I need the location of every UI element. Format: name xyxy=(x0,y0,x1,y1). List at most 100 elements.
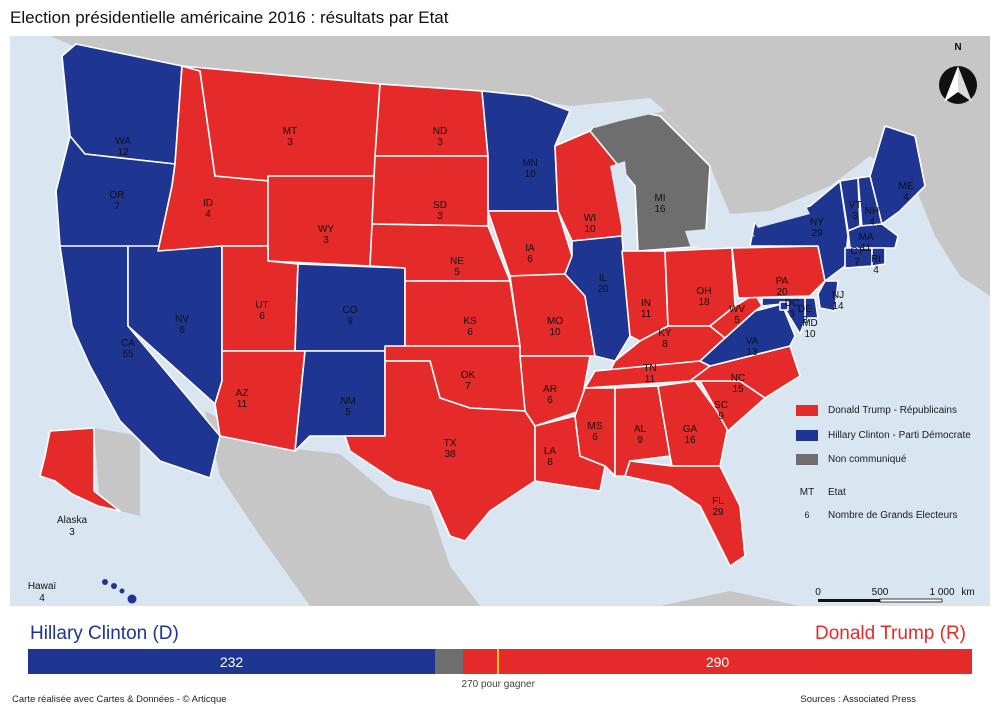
state-NJ[interactable] xyxy=(817,280,839,312)
state-label-AR: AR xyxy=(543,384,557,395)
trump-name: Donald Trump (R) xyxy=(815,623,966,644)
legend-abbr: MT Etat xyxy=(796,485,846,499)
state-label-NE: NE xyxy=(450,256,464,267)
state-TX[interactable] xyxy=(344,360,536,542)
state-votes-NY: 29 xyxy=(811,228,823,239)
state-KS[interactable] xyxy=(404,280,521,347)
state-label-NM: NM xyxy=(340,396,356,407)
state-votes-AL: 9 xyxy=(637,435,643,446)
state-votes-IA: 6 xyxy=(527,254,533,265)
scale-label-500: 500 xyxy=(872,587,889,598)
state-label-ME: ME xyxy=(899,181,914,192)
state-votes-TX: 38 xyxy=(444,449,456,460)
state-votes-NH: 4 xyxy=(869,217,875,228)
credit-right: Sources : Associated Press xyxy=(800,694,916,705)
alaska-votes: 3 xyxy=(69,527,75,538)
state-votes-NE: 5 xyxy=(454,267,460,278)
state-label-RI: RI xyxy=(871,254,881,265)
state-votes-MO: 10 xyxy=(549,327,561,338)
legend-label-trump: Donald Trump - Républicains xyxy=(828,404,957,416)
alaska-label: Alaska xyxy=(57,515,87,526)
state-votes-NC: 15 xyxy=(732,384,744,395)
state-votes-NV: 6 xyxy=(179,325,185,336)
state-label-IN: IN xyxy=(641,298,651,309)
state-label-WA: WA xyxy=(115,136,131,147)
state-label-MS: MS xyxy=(588,421,603,432)
scale-label-1000: 1 000 xyxy=(929,587,954,598)
state-AR[interactable] xyxy=(519,355,591,427)
state-label-TX: TX xyxy=(444,438,457,449)
state-label-OK: OK xyxy=(461,370,476,381)
legend-votes-desc: Nombre de Grands Electeurs xyxy=(828,509,958,521)
legend-label-unknown: Non communiqué xyxy=(828,453,907,465)
legend-abbr-example: MT xyxy=(799,486,815,498)
state-label-MO: MO xyxy=(547,316,563,327)
state-label-LA: LA xyxy=(544,446,557,457)
state-label-UT: UT xyxy=(255,300,268,311)
cuba-land xyxy=(660,591,800,606)
state-label-MI: MI xyxy=(654,193,665,204)
state-votes-AZ: 11 xyxy=(237,399,248,410)
state-AZ[interactable] xyxy=(214,350,306,452)
compass-rose: N xyxy=(939,42,977,104)
credit-left: Carte réalisée avec Cartes & Données - ©… xyxy=(12,694,227,705)
state-votes-UT: 6 xyxy=(259,311,265,322)
state-votes-GA: 16 xyxy=(684,435,696,446)
state-votes-WY: 3 xyxy=(323,235,329,246)
compass-north-label: N xyxy=(954,42,961,53)
state-votes-PA: 20 xyxy=(776,287,788,298)
state-votes-NM: 5 xyxy=(345,407,351,418)
state-votes-ME: 4 xyxy=(903,192,909,203)
state-label-GA: GA xyxy=(683,424,698,435)
legend-votes-example: 6 xyxy=(804,510,810,520)
legend-swatch-clinton xyxy=(796,429,818,441)
state-label-ND: ND xyxy=(433,126,447,137)
hawaii-votes: 4 xyxy=(39,593,45,604)
hawaii-label: Hawaï xyxy=(28,581,57,592)
state-votes-KS: 6 xyxy=(467,327,473,338)
state-label-MT: MT xyxy=(283,126,297,137)
state-label-NH: NH xyxy=(865,206,879,217)
state-label-KS: KS xyxy=(463,316,477,327)
legend-trump: Donald Trump - Républicains xyxy=(796,403,957,417)
state-label-SD: SD xyxy=(433,200,447,211)
compass-needle-right xyxy=(958,66,972,102)
state-label-WY: WY xyxy=(318,224,334,235)
state-votes-MI: 16 xyxy=(654,204,666,215)
state-HI[interactable] xyxy=(102,579,137,604)
legend-unknown: Non communiqué xyxy=(796,452,906,466)
state-SD[interactable] xyxy=(371,155,489,227)
state-votes-OK: 7 xyxy=(465,381,471,392)
state-RI[interactable] xyxy=(871,247,886,267)
state-label-NY: NY xyxy=(810,217,824,228)
legend-clinton: Hillary Clinton - Parti Démocrate xyxy=(796,428,971,442)
state-votes-MN: 10 xyxy=(524,169,536,180)
state-AK[interactable] xyxy=(39,427,121,512)
state-label-MD: MD xyxy=(802,318,818,329)
state-label-VA: VA xyxy=(746,336,759,347)
results-area: Hillary Clinton (D) Donald Trump (R) 232… xyxy=(0,606,1000,707)
clinton-name: Hillary Clinton (D) xyxy=(30,623,179,644)
state-label-OH: OH xyxy=(697,286,712,297)
state-DC[interactable] xyxy=(779,301,789,311)
state-votes-CT: 7 xyxy=(854,257,860,268)
state-votes-TN: 11 xyxy=(645,374,656,385)
bar-segment-clinton: 232 xyxy=(28,649,436,674)
state-FL[interactable] xyxy=(624,460,746,567)
state-WY[interactable] xyxy=(267,175,376,267)
legend-swatch-unknown xyxy=(796,453,818,465)
state-ND[interactable] xyxy=(374,83,489,157)
state-votes-WA: 12 xyxy=(117,147,129,158)
state-votes-AR: 6 xyxy=(547,395,553,406)
compass-needle-left xyxy=(944,66,958,102)
state-label-ID: ID xyxy=(203,198,213,209)
state-votes-KY: 8 xyxy=(662,339,668,350)
state-votes-DC: 3 xyxy=(789,309,795,320)
state-MD[interactable] xyxy=(761,297,806,335)
state-votes-ND: 3 xyxy=(437,137,443,148)
state-label-NV: NV xyxy=(175,314,189,325)
state-label-FL: FL xyxy=(712,496,724,507)
state-label-WI: WI xyxy=(584,213,596,224)
